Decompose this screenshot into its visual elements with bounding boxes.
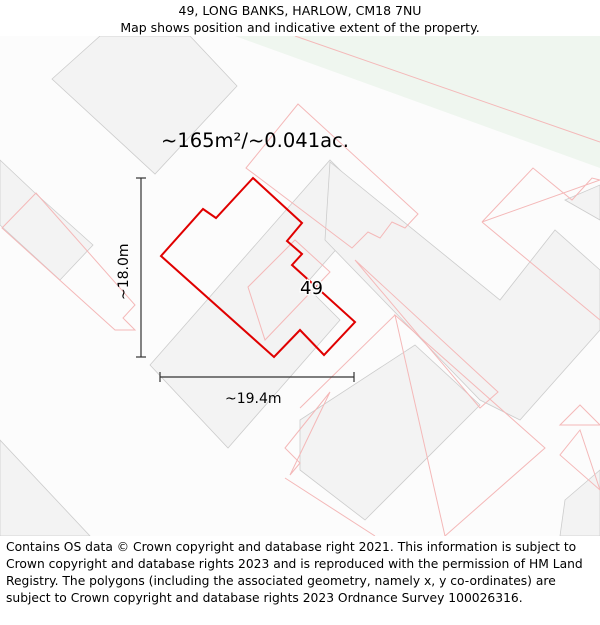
plot-number-label: 49 bbox=[300, 278, 323, 299]
property-map[interactable]: ~165m²/~0.041ac. 49 ~18.0m ~19.4m bbox=[0, 36, 600, 536]
map-subtitle: Map shows position and indicative extent… bbox=[120, 20, 480, 35]
width-dimension-line bbox=[159, 372, 355, 382]
building bbox=[324, 161, 600, 421]
building bbox=[564, 184, 600, 221]
buildings bbox=[0, 36, 600, 536]
parcel bbox=[284, 477, 376, 536]
parcel bbox=[354, 259, 499, 409]
parcel bbox=[481, 221, 600, 321]
property-outline[interactable] bbox=[159, 176, 357, 359]
area-label: ~165m²/~0.041ac. bbox=[161, 129, 349, 152]
parcel bbox=[559, 428, 600, 491]
parcel bbox=[284, 391, 331, 476]
building bbox=[0, 439, 91, 536]
copyright-attribution: Contains OS data © Crown copyright and d… bbox=[6, 540, 583, 605]
building bbox=[51, 36, 238, 175]
parcel bbox=[247, 239, 331, 341]
map-header: 49, LONG BANKS, HARLOW, CM18 7NU Map sho… bbox=[0, 0, 600, 38]
parcel bbox=[558, 404, 600, 426]
height-dimension-label: ~18.0m bbox=[116, 243, 132, 300]
parcel bbox=[1, 192, 137, 331]
building bbox=[0, 159, 94, 281]
boundary-line bbox=[294, 36, 600, 143]
parcel bbox=[245, 103, 419, 249]
building bbox=[299, 344, 481, 521]
parcel bbox=[394, 313, 546, 536]
width-dimension-label: ~19.4m bbox=[225, 391, 282, 407]
map-canvas: ~165m²/~0.041ac. 49 ~18.0m ~19.4m bbox=[0, 36, 600, 536]
property-address: 49, LONG BANKS, HARLOW, CM18 7NU bbox=[178, 3, 422, 18]
building bbox=[149, 159, 376, 449]
parcel bbox=[481, 167, 600, 223]
building bbox=[559, 469, 600, 536]
height-dimension-line bbox=[136, 177, 146, 358]
green-area bbox=[235, 36, 600, 168]
